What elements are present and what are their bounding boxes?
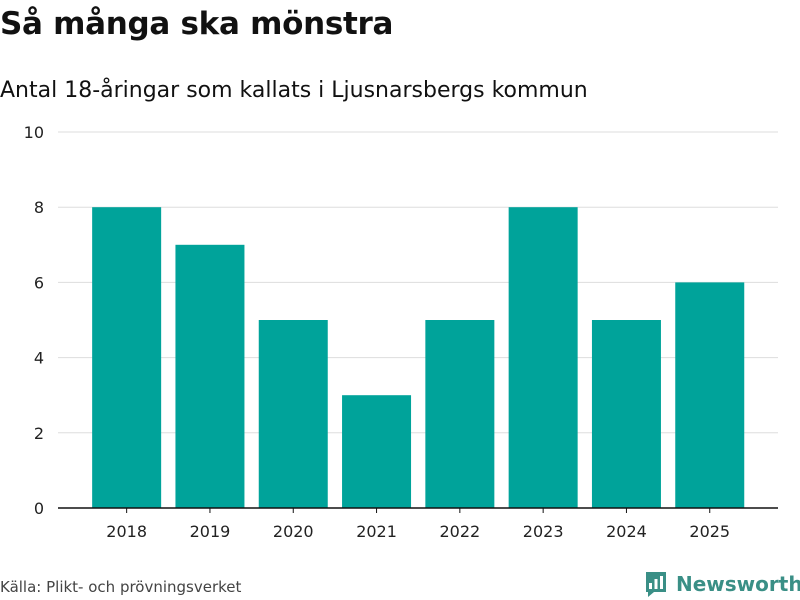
- bar-2025: [675, 282, 745, 508]
- bars: [92, 207, 745, 509]
- newsworthy-logo-text: Newsworthy: [676, 572, 800, 596]
- bar-2022: [425, 320, 495, 508]
- bar-2024: [591, 320, 661, 508]
- bar-2023: [508, 207, 578, 508]
- newsworthy-logo-icon: [646, 572, 666, 597]
- source-note: Källa: Plikt- och prövningsverket: [0, 578, 242, 596]
- bar-2021: [342, 395, 412, 508]
- x-tick-label: 2023: [523, 522, 564, 541]
- x-tick-label: 2025: [689, 522, 730, 541]
- x-tick-label: 2020: [273, 522, 314, 541]
- bar-2019: [175, 244, 245, 509]
- x-tick-label: 2021: [356, 522, 397, 541]
- tick-labels: 0 2 4 6 8 10 2018 2019 2020 2021 2022 2023 2024 2025: [24, 123, 730, 541]
- x-tick-label: 2018: [106, 522, 147, 541]
- x-tick-label: 2022: [439, 522, 480, 541]
- y-tick-label: 4: [34, 349, 44, 368]
- bar-2018: [92, 207, 162, 508]
- y-tick-label: 6: [34, 273, 44, 292]
- bar-2020: [258, 320, 328, 508]
- x-tick-label: 2024: [606, 522, 647, 541]
- y-tick-label: 0: [34, 499, 44, 518]
- y-tick-label: 10: [24, 123, 44, 142]
- y-tick-label: 2: [34, 424, 44, 443]
- axes: [58, 507, 778, 513]
- gridlines: [58, 131, 778, 434]
- newsworthy-logo: Newsworthy: [644, 569, 800, 599]
- y-tick-label: 8: [34, 198, 44, 217]
- x-tick-label: 2019: [190, 522, 231, 541]
- chart-subtitle: Antal 18-åringar som kallats i Ljusnarsb…: [0, 78, 588, 103]
- chart-title: Så många ska mönstra: [0, 6, 394, 42]
